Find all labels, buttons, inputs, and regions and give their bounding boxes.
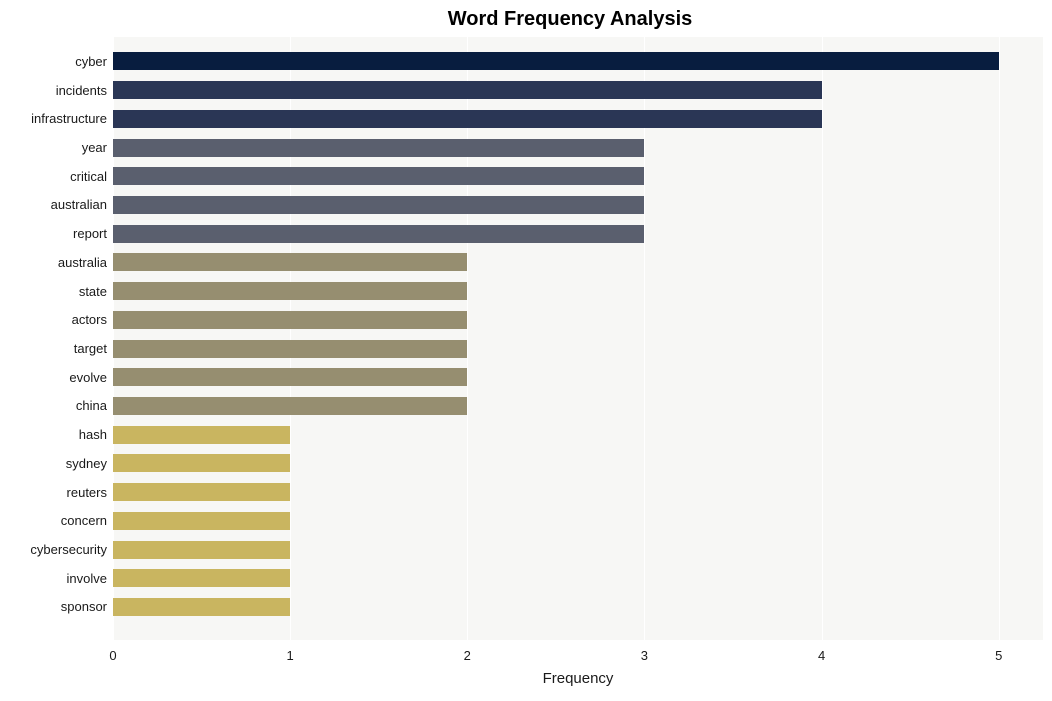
- plot-area: [113, 37, 1043, 640]
- x-tick-label: 0: [93, 648, 133, 663]
- y-tick-label: hash: [79, 427, 107, 442]
- bar: [113, 139, 644, 157]
- bar: [113, 167, 644, 185]
- bar: [113, 253, 467, 271]
- y-tick-label: cyber: [75, 54, 107, 69]
- x-gridline: [822, 37, 823, 640]
- x-tick-label: 4: [802, 648, 842, 663]
- y-tick-label: china: [76, 398, 107, 413]
- y-tick-label: sydney: [66, 456, 107, 471]
- y-tick-label: critical: [70, 169, 107, 184]
- chart-container: Word Frequency Analysis Frequency cyber i…: [0, 0, 1052, 701]
- bar: [113, 541, 290, 559]
- y-tick-label: infrastructure: [31, 111, 107, 126]
- y-tick-label: incidents: [56, 83, 107, 98]
- bar: [113, 311, 467, 329]
- x-tick-label: 5: [979, 648, 1019, 663]
- y-tick-label: cybersecurity: [30, 542, 107, 557]
- y-tick-label: target: [74, 341, 107, 356]
- bar: [113, 454, 290, 472]
- bar: [113, 110, 822, 128]
- x-gridline: [999, 37, 1000, 640]
- y-tick-label: australia: [58, 255, 107, 270]
- bar: [113, 368, 467, 386]
- x-tick-label: 3: [624, 648, 664, 663]
- x-axis-label: Frequency: [113, 670, 1043, 687]
- bar: [113, 225, 644, 243]
- y-tick-label: australian: [51, 197, 107, 212]
- y-tick-label: reuters: [67, 485, 107, 500]
- bar: [113, 483, 290, 501]
- y-tick-label: year: [82, 140, 107, 155]
- bar: [113, 196, 644, 214]
- bar: [113, 81, 822, 99]
- bar: [113, 340, 467, 358]
- y-tick-label: state: [79, 284, 107, 299]
- y-tick-label: involve: [67, 571, 107, 586]
- y-tick-label: actors: [72, 312, 107, 327]
- bar: [113, 397, 467, 415]
- x-tick-label: 1: [270, 648, 310, 663]
- x-tick-label: 2: [447, 648, 487, 663]
- bar: [113, 426, 290, 444]
- bar: [113, 52, 999, 70]
- y-tick-label: sponsor: [61, 599, 107, 614]
- chart-title: Word Frequency Analysis: [0, 8, 1052, 31]
- y-tick-label: report: [73, 226, 107, 241]
- y-tick-label: concern: [61, 513, 107, 528]
- bar: [113, 282, 467, 300]
- bar: [113, 598, 290, 616]
- bar: [113, 512, 290, 530]
- y-tick-label: evolve: [69, 370, 107, 385]
- bar: [113, 569, 290, 587]
